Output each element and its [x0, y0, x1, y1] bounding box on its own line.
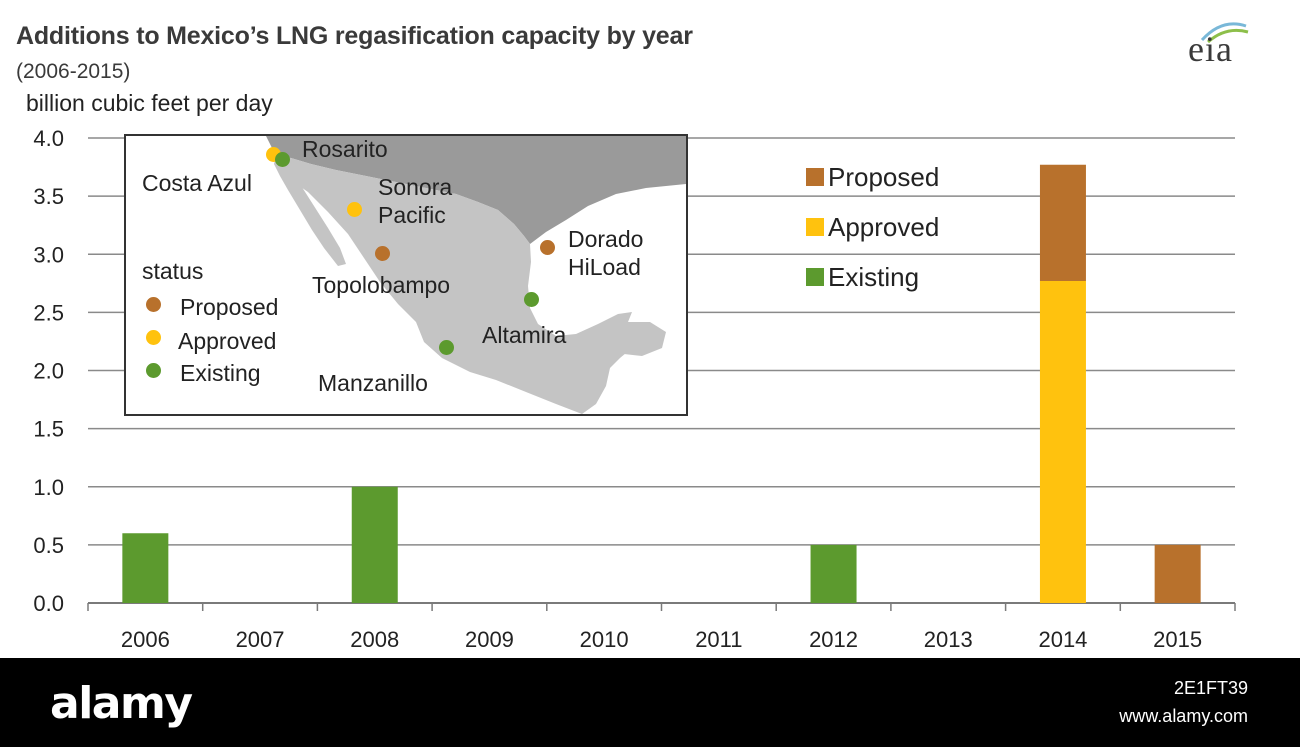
eia-logo-arc-icon [1200, 22, 1249, 44]
x-tick-label: 2012 [809, 627, 858, 652]
y-tick-label: 2.0 [33, 359, 64, 384]
y-tick-label: 3.0 [33, 242, 64, 267]
altamira-label: Altamira [482, 322, 567, 348]
yucatan [606, 322, 666, 356]
dorado-hiload-label-2: HiLoad [568, 254, 641, 280]
legend-swatch-approved [806, 218, 824, 236]
eia-logo: eia [1180, 14, 1256, 70]
altamira-dot [524, 292, 539, 307]
sonora-pacific-label-1: Sonora [378, 174, 453, 200]
x-tick-label: 2007 [236, 627, 285, 652]
eia-logo-text: eia [1188, 29, 1233, 69]
y-tick-label: 3.5 [33, 184, 64, 209]
topolobampo-label: Topolobampo [312, 272, 451, 298]
rosarito-label: Rosarito [302, 136, 388, 162]
map-legend-existing-dot [146, 363, 161, 378]
stock-image-id: 2E1FT39 [1173, 678, 1248, 698]
topolobampo-dot [375, 246, 390, 261]
bar-existing-2006 [122, 533, 169, 603]
map-legend-approved-label: Approved [178, 328, 277, 354]
x-tick-label: 2014 [1038, 627, 1087, 652]
y-axis-unit: billion cubic feet per day [26, 90, 273, 116]
bar-proposed-2014 [1039, 164, 1086, 281]
y-tick-label: 0.0 [33, 591, 64, 616]
stock-footer: alamy 2E1FT39 www.alamy.com [0, 658, 1300, 747]
y-tick-label: 0.5 [33, 533, 64, 558]
bar-existing-2012 [810, 544, 857, 603]
manzanillo-dot [439, 340, 454, 355]
x-tick-label: 2008 [350, 627, 399, 652]
bar-existing-2008 [351, 486, 398, 603]
x-tick-label: 2013 [924, 627, 973, 652]
x-tick-label: 2009 [465, 627, 514, 652]
rosarito-dot [275, 152, 290, 167]
map-legend-proposed-dot [146, 297, 161, 312]
chart-subtitle: (2006-2015) [16, 60, 131, 83]
alamy-logo: alamy [50, 678, 193, 729]
dorado-hiload-label-1: Dorado [568, 226, 644, 252]
chart-title: Additions to Mexico’s LNG regasification… [16, 22, 693, 50]
map-legend-approved-dot [146, 330, 161, 345]
y-tick-label: 1.0 [33, 475, 64, 500]
y-tick-label: 2.5 [33, 300, 64, 325]
legend-label-approved: Approved [828, 212, 939, 242]
legend-label-existing: Existing [828, 262, 919, 292]
sonora-pacific-label-2: Pacific [378, 202, 446, 228]
bar-chart: 0.0 0.5 1.0 1.5 2.0 2.5 3.0 3.5 4.0 2006 2007 2008 2… [33, 126, 1236, 652]
usa-region [266, 136, 686, 244]
bar-proposed-2015 [1154, 544, 1201, 603]
sonora-pacific-dot [347, 202, 362, 217]
inset-map: Rosarito Costa Azul Sonora Pacific Topol… [124, 134, 688, 416]
y-tick-label: 4.0 [33, 126, 64, 151]
x-tick-label: 2015 [1153, 627, 1202, 652]
mexico-map [266, 136, 686, 414]
manzanillo-label: Manzanillo [318, 370, 428, 396]
costa-azul-label: Costa Azul [142, 170, 252, 196]
x-tick-label: 2010 [580, 627, 629, 652]
map-legend-proposed-label: Proposed [180, 294, 279, 320]
x-tick-label: 2011 [695, 627, 742, 652]
y-tick-label: 1.5 [33, 417, 64, 442]
map-legend-existing-label: Existing [180, 360, 261, 386]
map-legend-title: status [142, 258, 204, 284]
stock-url: www.alamy.com [1119, 706, 1248, 726]
legend-swatch-proposed [806, 168, 824, 186]
mexico-land [276, 156, 632, 414]
legend-swatch-existing [806, 268, 824, 286]
dorado-hiload-dot [540, 240, 555, 255]
baja-california [274, 156, 346, 266]
x-tick-label: 2006 [121, 627, 170, 652]
bar-approved-2014 [1039, 280, 1086, 603]
legend-label-proposed: Proposed [828, 162, 939, 192]
